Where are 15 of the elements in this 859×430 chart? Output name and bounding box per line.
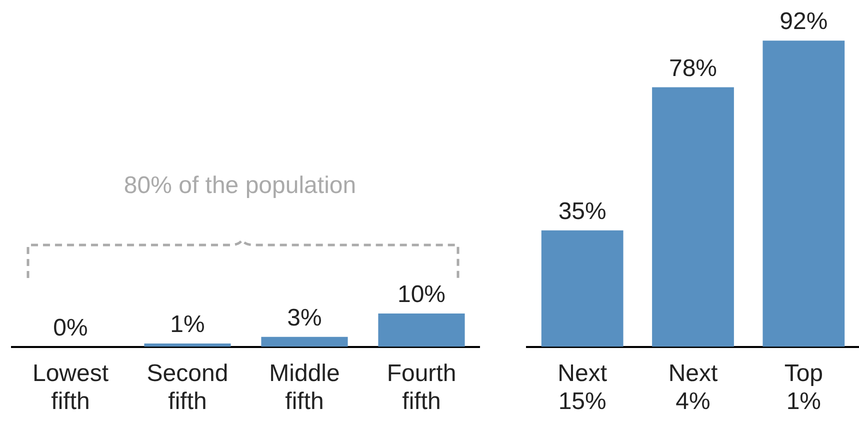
data-label: 35%	[558, 198, 606, 225]
text: 80% of the population	[122, 172, 358, 200]
x-tick-label: Fourth fifth	[386, 360, 456, 415]
data-label: 1%	[170, 311, 205, 338]
x-tick-label: Next 15%	[558, 360, 608, 415]
data-label: 92%	[780, 8, 828, 36]
x-tick-label: Second fifth	[146, 360, 228, 415]
x-tick-label: Next 4%	[668, 360, 718, 415]
data-label: 3%	[287, 304, 322, 332]
x-tick-label: Top 1%	[784, 360, 824, 415]
x-tick-label: Lowest fifth	[32, 360, 109, 415]
data-label: 78%	[668, 54, 718, 82]
x-tick-label: Middle fifth	[269, 360, 340, 415]
data-label: 10%	[397, 281, 446, 308]
data-label: 0%	[53, 314, 88, 342]
